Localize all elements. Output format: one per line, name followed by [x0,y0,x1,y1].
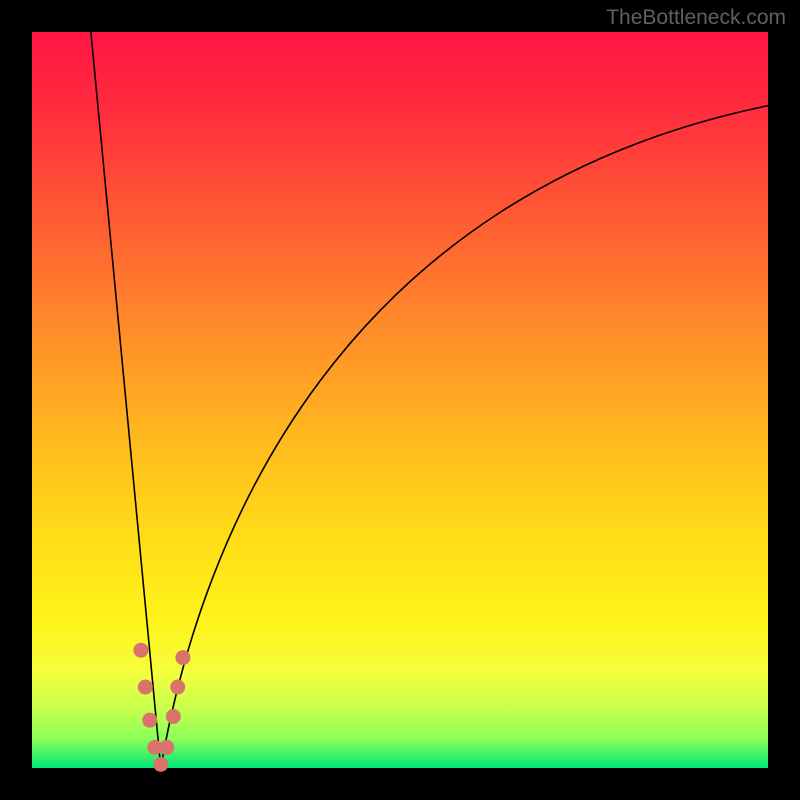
marker-dot [160,740,174,754]
marker-dot [154,757,168,771]
plot-background [32,32,768,768]
bottleneck-chart: TheBottleneck.com [0,0,800,800]
chart-svg: TheBottleneck.com [0,0,800,800]
marker-dot [143,713,157,727]
marker-dot [138,680,152,694]
marker-dot [171,680,185,694]
marker-dot [134,643,148,657]
watermark-text: TheBottleneck.com [606,6,786,29]
marker-dot [176,651,190,665]
marker-dot [166,709,180,723]
